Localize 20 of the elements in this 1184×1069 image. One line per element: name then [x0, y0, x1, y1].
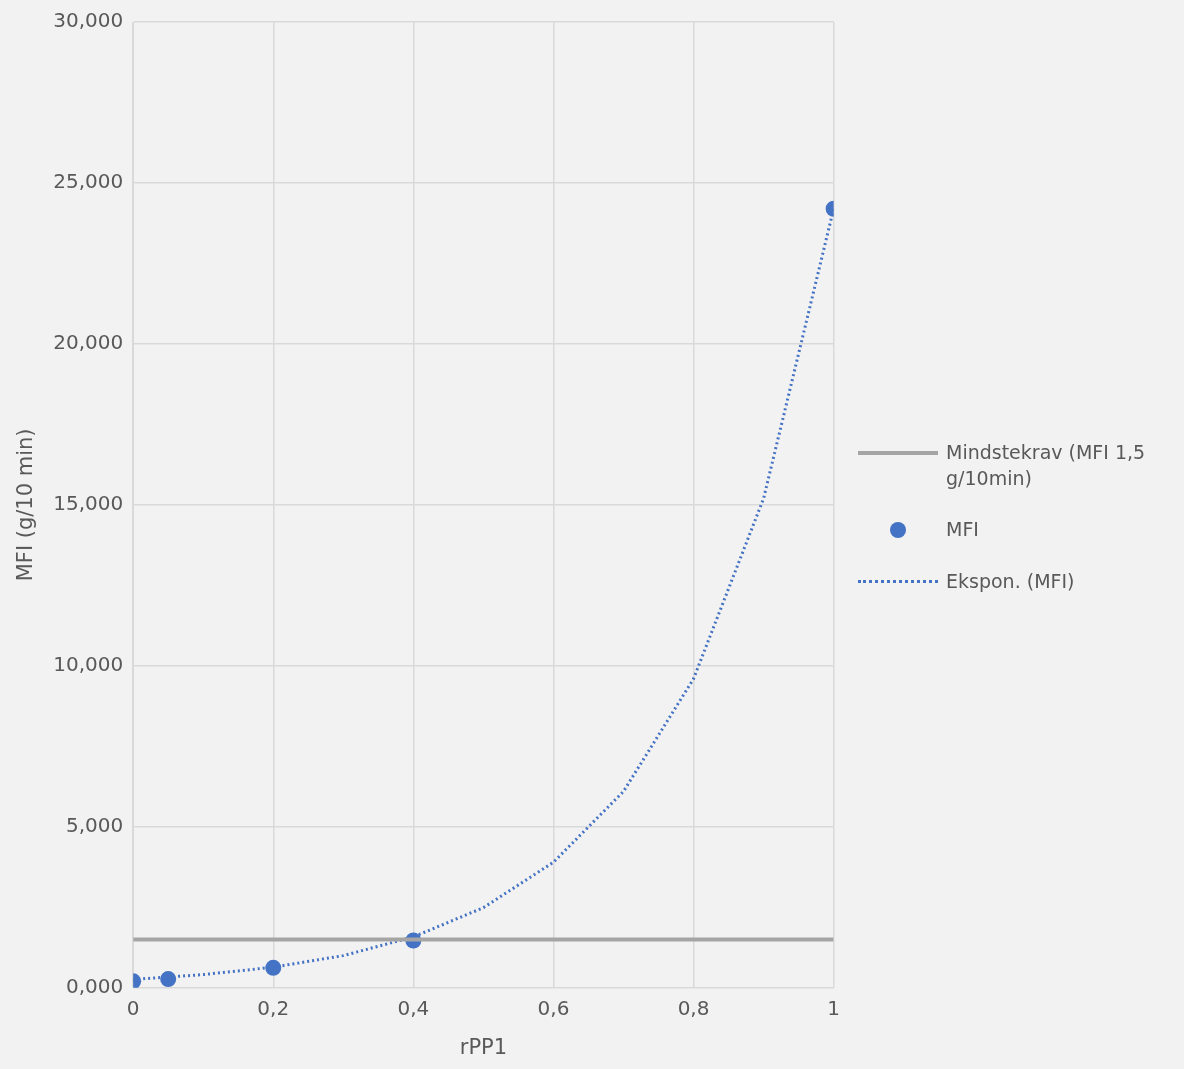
point — [160, 971, 177, 988]
y-tick-label: 25,000 — [53, 169, 124, 194]
x-tick-label: 1 — [827, 996, 840, 1020]
x-tick-label: 0,4 — [397, 996, 430, 1020]
y-tick-label: 30,000 — [53, 8, 124, 33]
x-tick-label: 0,8 — [677, 996, 710, 1020]
y-tick-label: 0,000 — [65, 974, 124, 998]
x-tick-label: 0,2 — [257, 996, 290, 1020]
legend-label: MFI — [946, 517, 979, 543]
x-tick-label: 0 — [126, 996, 140, 1020]
x-axis-title: rPP1 — [459, 1034, 508, 1059]
y-tick-label: 5,000 — [65, 813, 124, 838]
point — [265, 959, 282, 976]
legend-label: Mindstekrav (MFI 1,5 g/10min) — [946, 440, 1147, 491]
y-axis-title: MFI (g/10 min) — [13, 428, 38, 582]
y-tick-label: 15,000 — [53, 491, 124, 516]
legend-label: Ekspon. (MFI) — [946, 569, 1075, 595]
y-tick-label: 20,000 — [53, 330, 124, 355]
y-tick-label: 10,000 — [53, 652, 124, 677]
x-tick-label: 0,6 — [537, 996, 570, 1020]
